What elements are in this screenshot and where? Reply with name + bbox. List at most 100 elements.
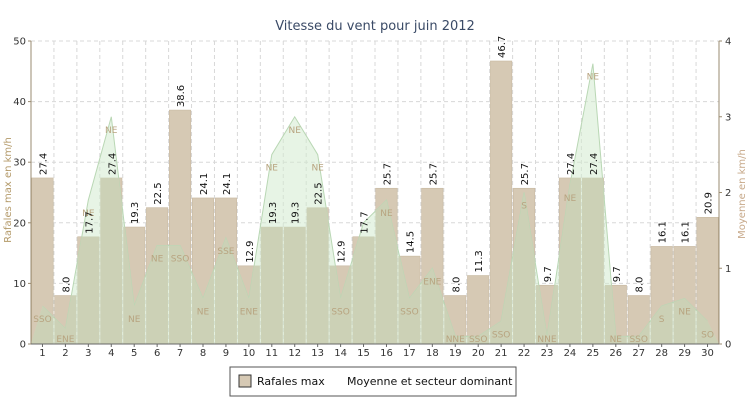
direction-label: NE [289,126,302,136]
direction-label: NE [266,164,279,174]
bar-value-label: 20.9 [704,192,715,214]
bar-value-label: 46.7 [497,36,508,58]
bar-overlap [329,265,352,344]
bar-value-label: 8.0 [635,277,646,293]
direction-label: NE [564,194,577,204]
bar-value-label: 12.9 [337,241,348,263]
direction-label: NE [105,126,118,136]
x-tick-label: 14 [334,348,347,359]
bar-value-label: 19.3 [130,202,141,224]
direction-label: NE [151,255,164,265]
direction-label: SSE [217,247,234,257]
direction-label: SSO [469,335,488,345]
y-tick-label-right: 0 [725,340,731,351]
bar-value-label: 25.7 [428,163,439,185]
bar-value-label: 22.5 [314,182,325,204]
x-tick-label: 19 [449,348,462,359]
x-tick-label: 4 [108,348,114,359]
bar-value-label: 16.1 [658,221,669,243]
legend-label-moyenne: Moyenne et secteur dominant [347,375,513,388]
bar-value-label: 14.5 [405,231,416,253]
direction-label: SSO [171,255,190,265]
direction-label: NE [197,308,210,318]
y-tick-label-right: 1 [725,264,731,275]
y-tick-label-right: 3 [725,112,731,123]
bar-overlap [77,236,100,344]
y-tick-label-right: 4 [725,37,731,48]
bar-value-label: 12.9 [245,241,256,263]
direction-label: S [521,202,527,212]
bar-value-label: 24.1 [199,173,210,195]
bar-overlap [284,227,306,344]
x-tick-label: 23 [541,348,554,359]
direction-label: NE [128,315,141,325]
y-axis-left-label: Rafales max en km/h [3,137,14,243]
x-tick-label: 17 [403,348,416,359]
bar-value-label: 19.3 [268,202,279,224]
bar-value-label: 9.7 [543,266,554,282]
x-tick-label: 15 [357,348,370,359]
direction-label: NE [82,209,95,219]
chart-title: Vitesse du vent pour juin 2012 [275,19,475,34]
legend-swatch-rafales [238,374,252,388]
bar-value-label: 22.5 [153,182,164,204]
area-fill [31,63,719,344]
bar-value-label: 19.3 [291,202,302,224]
bar-value-label: 25.7 [520,163,531,185]
y-tick-label-left: 0 [20,340,26,351]
x-tick-label: 13 [311,348,324,359]
bar-overlap [513,188,535,344]
x-tick-label: 8 [200,348,206,359]
bar-value-label: 9.7 [612,266,623,282]
bar-value-label: 24.1 [222,173,233,195]
direction-label: NE [380,209,393,219]
bar-overlap [306,207,329,344]
x-tick-label: 18 [426,348,439,359]
x-tick-label: 12 [288,348,301,359]
direction-label: S [659,315,665,325]
y-tick-label-right: 2 [725,188,731,199]
x-tick-label: 10 [242,348,255,359]
bar-overlap [261,227,283,344]
bar-value-label: 27.4 [107,153,118,175]
direction-label: NE [678,308,691,318]
y-axis-right-label: Moyenne en km/h [737,149,748,239]
y-tick-label-left: 50 [13,37,26,48]
direction-label: SO [701,330,714,340]
legend-box [229,366,517,397]
direction-label: SSO [400,308,419,318]
bar-value-label: 17.7 [84,211,95,233]
x-tick-label: 3 [85,348,91,359]
bar-value-label: 17.7 [360,211,371,233]
x-tick-label: 5 [131,348,137,359]
y-tick-label-left: 20 [13,218,26,229]
y-tick-label-left: 30 [13,158,26,169]
bar-overlap [100,177,122,344]
direction-label: NE [587,73,600,83]
direction-label: NE [311,164,324,174]
direction-label: SSO [492,330,511,340]
x-tick-label: 21 [495,348,508,359]
bar-value-label: 11.3 [474,250,485,272]
x-tick-label: 24 [564,348,577,359]
direction-label: SSO [33,315,52,325]
bar-overlap [582,177,604,344]
bar-value-label: 25.7 [383,163,394,185]
x-tick-label: 2 [62,348,68,359]
x-tick-label: 1 [39,348,45,359]
x-tick-label: 9 [223,348,229,359]
x-tick-label: 22 [518,348,531,359]
x-tick-label: 16 [380,348,393,359]
bar-value-label: 8.0 [61,277,72,293]
direction-label: NNE [446,335,465,345]
y-tick-label-left: 40 [13,97,26,108]
x-tick-label: 27 [632,348,645,359]
legend: Rafales max Moyenne et secteur dominant [229,366,517,397]
bar-overlap [352,236,375,344]
y-tick-label-left: 10 [13,279,26,290]
bar-value-label: 38.6 [176,85,187,107]
direction-label: NNE [537,335,556,345]
